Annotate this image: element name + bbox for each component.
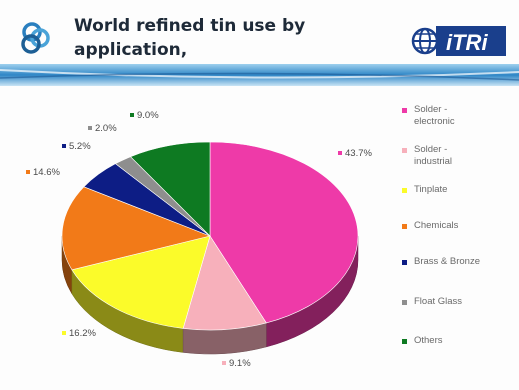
globe-icon	[411, 27, 439, 55]
legend-label: Brass & Bronze	[414, 256, 480, 267]
data-label: 14.6%	[33, 167, 60, 178]
pie-slice	[61, 186, 211, 271]
legend-swatch	[402, 148, 407, 153]
data-label-marker	[222, 361, 226, 365]
header-banner	[0, 64, 519, 86]
legend-item: Brass & Bronze	[402, 256, 480, 268]
legend-swatch	[402, 300, 407, 305]
legend-item: Solder - electronic	[402, 104, 455, 128]
legend-swatch	[402, 260, 407, 265]
legend-label: Solder - industrial	[414, 144, 453, 167]
legend-label: Others	[414, 335, 443, 346]
legend-swatch	[402, 188, 407, 193]
pie-slice	[130, 141, 211, 237]
itri-logo: iTRi	[408, 20, 508, 62]
data-label: 2.0%	[95, 123, 117, 134]
legend-swatch	[402, 108, 407, 113]
legend-label: Tinplate	[414, 184, 448, 195]
data-label: 43.7%	[345, 148, 372, 159]
pie-slice	[209, 141, 359, 324]
slide-title: World refined tin use by application, 20…	[74, 16, 306, 84]
data-label: 9.0%	[137, 110, 159, 121]
pie-slice	[182, 235, 267, 331]
data-label-marker	[26, 170, 30, 174]
legend-item: Others	[402, 335, 443, 347]
data-label-marker	[62, 331, 66, 335]
legend-swatch	[402, 339, 407, 344]
legend-label: Chemicals	[414, 220, 459, 231]
legend-label: Float Glass	[414, 296, 463, 307]
data-label-marker	[88, 126, 92, 130]
pie-slice	[71, 235, 211, 329]
data-label: 9.1%	[229, 358, 251, 369]
data-label-marker	[62, 144, 66, 148]
legend-item: Float Glass	[402, 296, 462, 308]
data-label-marker	[338, 151, 342, 155]
legend-swatch	[402, 224, 407, 229]
legend-item: Tinplate	[402, 184, 447, 196]
legend-label: Solder - electronic	[414, 104, 455, 127]
data-label: 5.2%	[69, 141, 91, 152]
legend-item: Chemicals	[402, 220, 458, 232]
logo-text: iTRi	[446, 30, 488, 55]
legend-item: Solder - industrial	[402, 144, 452, 168]
data-label-marker	[130, 113, 134, 117]
three-rings-icon	[21, 22, 50, 54]
data-label: 16.2%	[69, 328, 96, 339]
